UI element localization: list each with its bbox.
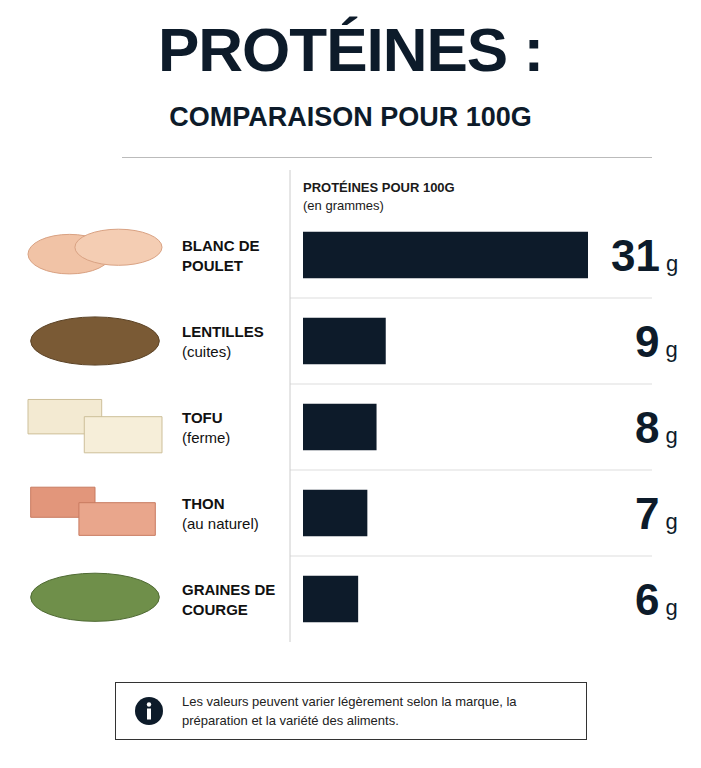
svg-text:8 g: 8 g <box>635 403 678 452</box>
svg-text:9 g: 9 g <box>635 317 678 366</box>
svg-text:7 g: 7 g <box>635 489 678 538</box>
svg-text:THON(au naturel): THON(au naturel) <box>182 495 259 532</box>
svg-text:6 g: 6 g <box>635 575 678 624</box>
svg-text:TOFU(ferme): TOFU(ferme) <box>182 409 230 446</box>
svg-text:31 g: 31 g <box>611 231 678 280</box>
svg-text:GRAINES DECOURGE: GRAINES DECOURGE <box>182 581 275 618</box>
svg-text:BLANC DEPOULET: BLANC DEPOULET <box>182 237 260 274</box>
svg-text:LENTILLES(cuites): LENTILLES(cuites) <box>182 323 264 360</box>
html-text:PROTÉINES :: PROTÉINES : <box>157 15 544 84</box>
html-text:COMPARAISON POUR 100G: COMPARAISON POUR 100G <box>169 102 532 132</box>
html-text:(en grammes): (en grammes) <box>303 198 384 213</box>
html-text:Les valeurs peuvent varier lég: Les valeurs peuvent varier légèrement se… <box>182 694 517 728</box>
html-text:PROTÉINES POUR 100G: PROTÉINES POUR 100G <box>303 180 455 195</box>
